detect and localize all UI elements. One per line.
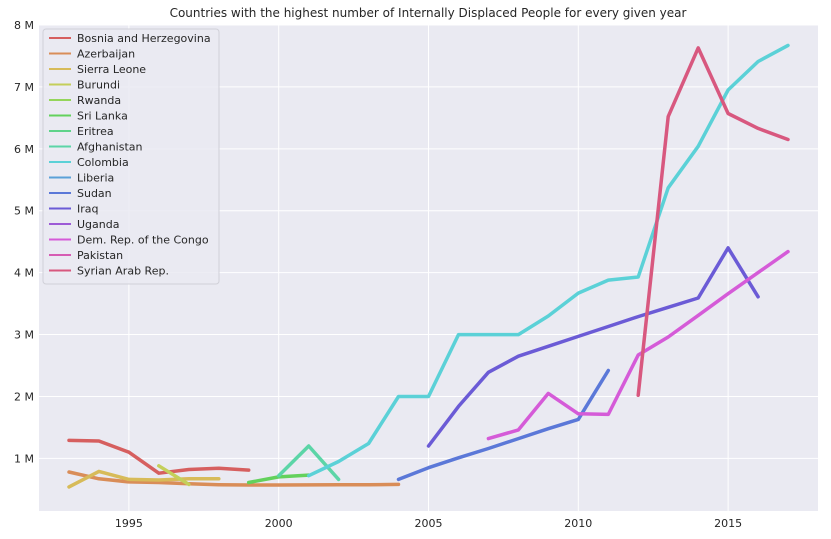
y-tick-label: 3 M [14, 329, 34, 342]
series-line [157, 464, 191, 487]
legend-label: Azerbaijan [77, 48, 135, 61]
legend-label: Iraq [77, 203, 99, 216]
legend: Bosnia and Herzegovina Azerbaijan Sierra L… [42, 28, 220, 285]
series-line [276, 444, 341, 482]
legend-label: Liberia [77, 172, 114, 185]
legend-label: Eritrea [77, 125, 114, 138]
legend-label: Burundi [77, 79, 120, 92]
x-tick-label: 2000 [265, 517, 293, 530]
series-lines [67, 43, 790, 489]
legend-label: Sierra Leone [77, 63, 146, 76]
series-line [486, 249, 790, 441]
x-tick-label: 1995 [115, 517, 143, 530]
series-line [396, 368, 611, 482]
legend-label: Syrian Arab Rep. [77, 265, 169, 278]
x-tick-label: 2010 [564, 517, 592, 530]
series-line [426, 246, 760, 448]
legend-label: Bosnia and Herzegovina [77, 32, 211, 45]
legend-label: Colombia [77, 156, 129, 169]
x-tick-label: 2015 [714, 517, 742, 530]
y-tick-label: 4 M [14, 267, 34, 280]
legend-label: Uganda [77, 218, 119, 231]
legend-label: Rwanda [77, 94, 121, 107]
legend-label: Afghanistan [77, 141, 143, 154]
y-tick-label: 7 M [14, 81, 34, 94]
y-tick-label: 2 M [14, 390, 34, 403]
y-tick-label: 8 M [14, 19, 34, 32]
y-tick-label: 1 M [14, 452, 34, 465]
chart-title: Countries with the highest number of Int… [170, 6, 687, 20]
legend-label: Sri Lanka [77, 110, 128, 123]
x-tick-label: 2005 [415, 517, 443, 530]
legend-label: Dem. Rep. of the Congo [77, 234, 209, 247]
series-line [306, 43, 790, 478]
y-tick-label: 6 M [14, 143, 34, 156]
series-line [67, 470, 401, 487]
y-tick-label: 5 M [14, 205, 34, 218]
series-line [67, 469, 221, 489]
legend-box [42, 28, 220, 285]
series-line [636, 46, 790, 397]
legend-label: Pakistan [77, 249, 123, 262]
legend-label: Sudan [77, 187, 112, 200]
series-line [67, 438, 251, 475]
tick-labels: 1995 2000 2005 2010 2015 1 M 2 M 3 M 4 M 5 M 6 M 7 … [14, 19, 742, 530]
